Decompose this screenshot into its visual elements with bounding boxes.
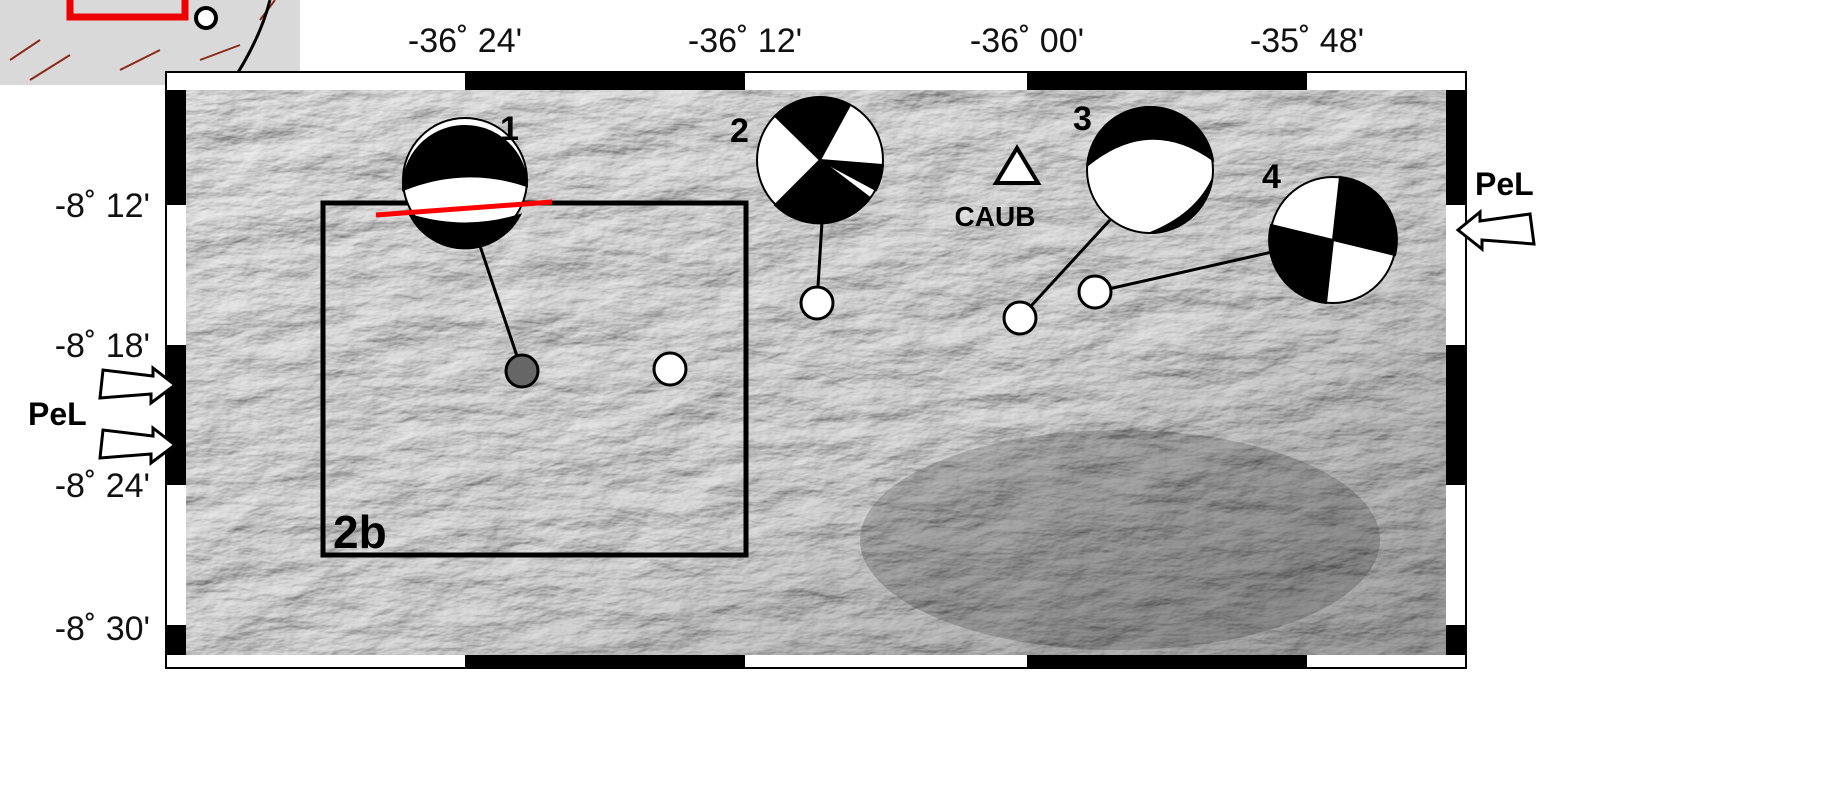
event-number: 1 bbox=[500, 110, 519, 148]
lon-label: -35˚ 48' bbox=[1250, 22, 1364, 60]
box-label: 2b bbox=[333, 506, 387, 558]
focal-mechanism bbox=[1087, 107, 1213, 233]
lat-label: -8˚ 18' bbox=[55, 327, 150, 365]
focal-mechanism bbox=[1269, 177, 1397, 303]
map-figure: -36˚ 24' -36˚ 12' -36˚ 00' -35˚ 48' -8˚ … bbox=[0, 0, 1845, 801]
arrow-label: PeL bbox=[28, 396, 87, 432]
event-number: 2 bbox=[730, 112, 749, 150]
event-number: 4 bbox=[1262, 158, 1281, 196]
lon-label: -36˚ 12' bbox=[688, 22, 802, 60]
focal-mechanism bbox=[757, 97, 883, 223]
arrow-label: PeL bbox=[1475, 166, 1534, 202]
event-number: 3 bbox=[1073, 100, 1092, 138]
lat-label: -8˚ 30' bbox=[55, 610, 150, 648]
lon-label: -36˚ 00' bbox=[970, 22, 1084, 60]
lat-label: -8˚ 12' bbox=[55, 187, 150, 225]
station-label: CAUB bbox=[955, 201, 1036, 232]
longitude-labels: -36˚ 24' -36˚ 12' -36˚ 00' -35˚ 48' bbox=[408, 22, 1364, 60]
lon-label: -36˚ 24' bbox=[408, 22, 522, 60]
lat-label: -8˚ 24' bbox=[55, 467, 150, 505]
